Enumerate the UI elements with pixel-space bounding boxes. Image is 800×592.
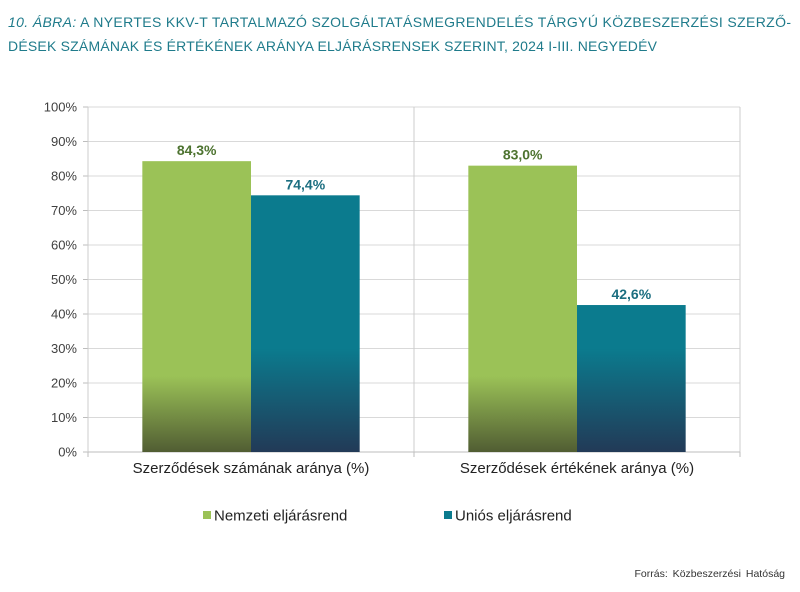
figure-number: 10. ÁBRA: [8,14,76,30]
legend-label: Uniós eljárásrend [455,508,572,525]
legend-label: Nemzeti eljárásrend [214,508,347,525]
bar-unios-ertekenek-aranya [577,305,686,452]
figure-title-text: A NYERTES KKV-T TARTALMAZÓ SZOLGÁLTATÁSM… [80,13,791,30]
legend-swatch [203,511,211,519]
data-label-nemzeti-ertekenek-aranya: 83,0% [503,147,543,163]
y-tick-label: 100% [44,100,78,115]
bar-nemzeti-ertekenek-aranya [468,165,577,452]
y-tick-label: 70% [51,203,77,218]
y-tick-label: 0% [58,445,77,460]
data-label-unios-szamanak-aranya: 74,4% [285,176,325,192]
data-label-nemzeti-szamanak-aranya: 84,3% [177,142,217,158]
category-label-szamanak-aranya: Szerződések számának aránya (%) [133,460,370,477]
legend-swatch [444,511,452,519]
y-tick-label: 60% [51,238,77,253]
legend-item-unios: Uniós eljárásrend [444,508,572,525]
figure-title-line-2: DÉSEK SZÁMÁNAK ÉS ÉRTÉKÉNEK ARÁNYA ELJÁR… [8,38,658,54]
bar-nemzeti-szamanak-aranya [142,161,251,453]
y-tick-label: 30% [51,341,77,356]
legend: Nemzeti eljárásrend Uniós eljárásrend [203,508,572,525]
y-tick-label: 10% [51,410,77,425]
y-tick-label: 40% [51,307,77,322]
y-tick-label: 20% [51,376,77,391]
category-label-ertekenek-aranya: Szerződések értékének aránya (%) [460,460,694,477]
plot-area: 0% 10% 20% 30% 40% 50% 60% 70% 80% 90% 100% 84,3% 74… [44,100,741,477]
y-tick-label: 90% [51,134,77,149]
source-note: Forrás: Közbeszerzési Hatóság [635,568,786,580]
y-tick-label: 50% [51,272,77,287]
figure-title-line-1: 10. ÁBRA: A NYERTES KKV-T TARTALMAZÓ SZO… [8,13,791,30]
legend-item-nemzeti: Nemzeti eljárásrend [203,508,347,525]
data-label-unios-ertekenek-aranya: 42,6% [611,286,651,302]
bar-unios-szamanak-aranya [251,195,360,452]
y-tick-label: 80% [51,169,77,184]
